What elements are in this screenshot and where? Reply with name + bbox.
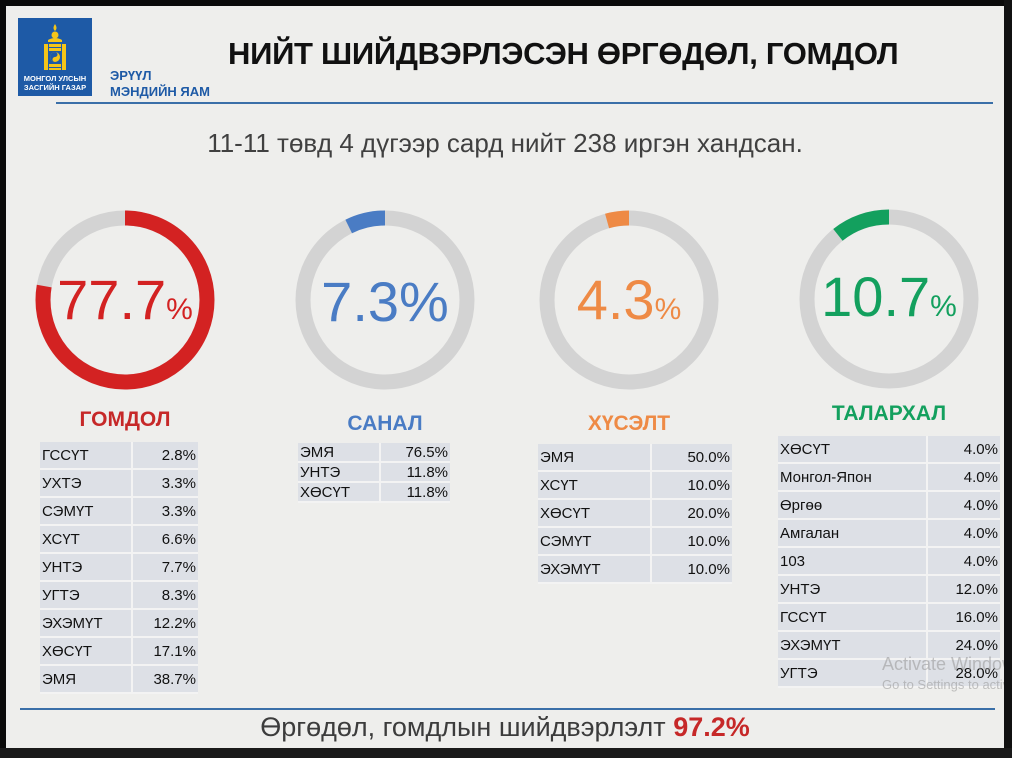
percent-sign: % [654, 293, 682, 326]
gauge-talarkhal: 10.7% [798, 208, 980, 390]
resolution-summary: Өргөдөл, гомдлын шийдвэрлэлт 97.2% [6, 712, 1004, 743]
resolution-rate: 97.2% [673, 712, 750, 742]
percent-sign: % [166, 293, 193, 326]
table-row: ХСҮТ 6.6% [40, 526, 198, 554]
talarkhal-table: ХӨСҮТ 4.0% Монгол-Япон 4.0% Өргөө 4.0% Амга… [778, 436, 1000, 688]
table-row: 103 4.0% [778, 548, 1000, 576]
watermark-line2: Go to Settings to activate Windows. [882, 677, 1004, 692]
khuselt-label: ХҮСЭЛТ [587, 412, 671, 435]
table-row: ЭХЭМҮТ 10.0% [538, 556, 732, 584]
table-row: Амгалан 4.0% [778, 520, 1000, 548]
watermark-line1: Activate Windows [882, 654, 1004, 674]
footer-divider [20, 708, 995, 710]
ministry-name: ЭРҮҮЛ МЭНДИЙН ЯАМ [110, 68, 210, 100]
window-edge-bottom [0, 748, 1012, 758]
gomdol-label: ГОМДОЛ [79, 408, 171, 431]
soyombo-emblem-icon [44, 24, 66, 70]
government-logo: МОНГОЛ УЛСЫН ЗАСГИЙН ГАЗАР [18, 18, 92, 96]
table-row: ГССҮТ 2.8% [40, 442, 198, 470]
table-row: ЭХЭМҮТ 12.2% [40, 610, 198, 638]
table-row: УХТЭ 3.3% [40, 470, 198, 498]
sanal-label: САНАЛ [347, 412, 423, 435]
percent-sign: % [399, 270, 449, 333]
ministry-line1: ЭРҮҮЛ [110, 68, 152, 83]
logo-text-line1: МОНГОЛ УЛСЫН [23, 74, 87, 83]
table-row: Өргөө 4.0% [778, 492, 1000, 520]
header-divider [56, 102, 993, 104]
subtitle: 11-11 төвд 4 дүгээр сард нийт 238 иргэн … [207, 128, 803, 158]
table-row: ЭМЯ 76.5% [298, 443, 450, 463]
slide: МОНГОЛ УЛСЫН ЗАСГИЙН ГАЗАР ЭРҮҮЛ МЭНДИЙН… [6, 6, 1004, 748]
gauge-khuselt-value: 4.3 [576, 268, 655, 331]
table-row: ЭМЯ 38.7% [40, 666, 198, 694]
table-row: ХӨСҮТ 11.8% [298, 483, 450, 503]
khuselt-table: ЭМЯ 50.0% ХСҮТ 10.0% ХӨСҮТ 20.0% СЭМҮТ 10.0%… [538, 444, 732, 584]
table-row: УНТЭ 12.0% [778, 576, 1000, 604]
gauge-khuselt: 4.3% [538, 209, 720, 391]
table-row: СЭМҮТ 10.0% [538, 528, 732, 556]
table-row: УНТЭ 7.7% [40, 554, 198, 582]
activate-windows-watermark: Activate Windows Go to Settings to activ… [882, 654, 1004, 692]
percent-sign: % [930, 290, 957, 323]
table-row: ХӨСҮТ 20.0% [538, 500, 732, 528]
sanal-table: ЭМЯ 76.5% УНТЭ 11.8% ХӨСҮТ 11.8% [298, 443, 450, 503]
logo-text-line2: ЗАСГИЙН ГАЗАР [23, 83, 87, 92]
table-row: ХӨСҮТ 4.0% [778, 436, 1000, 464]
gomdol-table: ГССҮТ 2.8% УХТЭ 3.3% СЭМҮТ 3.3% ХСҮТ 6.6% УН… [40, 442, 198, 694]
table-row: УГТЭ 8.3% [40, 582, 198, 610]
gauge-gomdol-value: 77.7 [57, 268, 167, 331]
page-title: НИЙТ ШИЙДВЭРЛЭСЭН ӨРГӨДӨЛ, ГОМДОЛ [228, 36, 899, 71]
gauge-sanal: 7.3% [294, 209, 476, 391]
gauge-talarkhal-value: 10.7 [821, 265, 931, 328]
gauge-sanal-value: 7.3 [321, 270, 400, 333]
table-row: ХСҮТ 10.0% [538, 472, 732, 500]
ministry-line2: МЭНДИЙН ЯАМ [110, 84, 210, 99]
table-row: СЭМҮТ 3.3% [40, 498, 198, 526]
table-row: ХӨСҮТ 17.1% [40, 638, 198, 666]
gauge-gomdol: 77.7% [34, 209, 216, 391]
table-row: Монгол-Япон 4.0% [778, 464, 1000, 492]
table-row: ГССҮТ 16.0% [778, 604, 1000, 632]
table-row: УНТЭ 11.8% [298, 463, 450, 483]
table-row: ЭХЭМҮТ 24.0% [778, 632, 1000, 660]
talarkhal-label: ТАЛАРХАЛ [831, 402, 947, 425]
footer-text: Өргөдөл, гомдлын шийдвэрлэлт [260, 712, 674, 742]
window-edge-right [1004, 0, 1012, 758]
table-row: ЭМЯ 50.0% [538, 444, 732, 472]
table-row: УГТЭ 28.0% [778, 660, 1000, 688]
